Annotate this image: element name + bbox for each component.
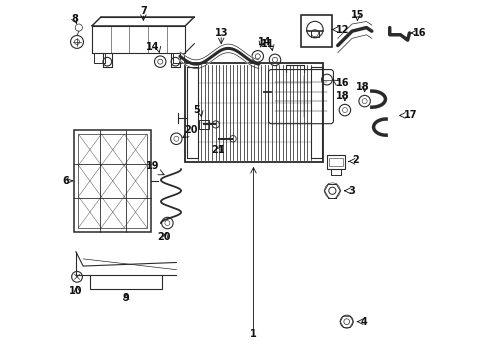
Text: 3: 3 (348, 186, 354, 196)
Bar (198, 120, 209, 129)
Bar (328, 158, 343, 166)
Bar (185, 63, 323, 162)
Bar (301, 15, 331, 47)
Text: 20: 20 (157, 232, 170, 242)
Text: 16: 16 (335, 78, 349, 88)
Text: 12: 12 (335, 24, 349, 35)
Text: 7: 7 (140, 6, 146, 17)
Text: 6: 6 (62, 176, 69, 186)
Bar (78, 134, 147, 228)
Text: 10: 10 (68, 286, 82, 296)
Text: 2: 2 (351, 155, 358, 165)
Text: 14: 14 (258, 37, 271, 47)
Text: 1: 1 (249, 329, 256, 339)
Text: 18: 18 (355, 82, 369, 92)
Text: 20: 20 (183, 125, 197, 135)
Text: 11: 11 (261, 39, 274, 49)
Text: 9: 9 (122, 293, 129, 303)
Text: 21: 21 (210, 144, 224, 154)
Bar (74, 130, 151, 232)
Text: 18: 18 (336, 91, 349, 101)
Text: 16: 16 (412, 28, 426, 38)
Text: 19: 19 (146, 161, 160, 171)
Text: 13: 13 (214, 28, 227, 38)
Text: 17: 17 (403, 111, 417, 121)
Bar (326, 155, 344, 168)
Text: 14: 14 (146, 42, 160, 52)
Text: 15: 15 (350, 10, 364, 20)
Text: 5: 5 (193, 105, 200, 115)
Text: 8: 8 (72, 14, 79, 24)
Text: 4: 4 (360, 317, 367, 327)
